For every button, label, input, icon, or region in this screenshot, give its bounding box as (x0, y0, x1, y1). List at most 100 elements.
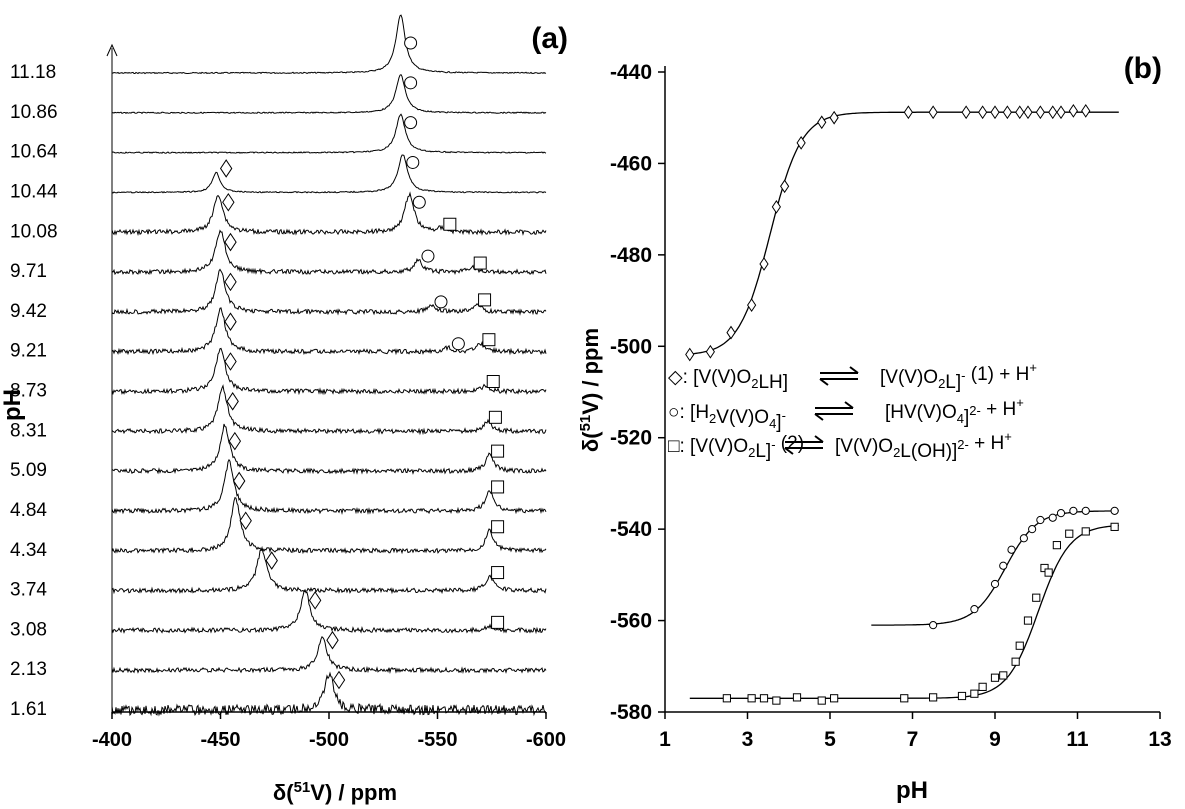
diamond-peak-marker (228, 431, 242, 451)
diamond-data-point (796, 135, 806, 150)
diamond-data-point (978, 105, 988, 120)
ph-trace-label: 9.21 (10, 341, 47, 362)
legend-entry-product: [V(V)O2L(OH)]2- + H+ (835, 429, 1012, 462)
ph-trace-label: 10.86 (10, 102, 58, 123)
square-peak-marker (488, 410, 502, 424)
panel-b-titration-curves: (b) 1 3 5 7 9 11 13-440-460-480-500-520-540-56… (577, 52, 1172, 804)
panel-b-x-tick-label: 7 (907, 728, 919, 751)
square-data-point (978, 682, 987, 691)
legend-entry-circle: ○: [H2V(V)O4]- (668, 402, 786, 433)
panel-a-y-label: pH (0, 389, 26, 421)
diamond-data-point (817, 115, 827, 130)
diamond-data-point (1015, 105, 1025, 120)
square-data-point (817, 696, 826, 705)
ph-trace-label: 9.42 (10, 301, 47, 322)
ph-trace-label: 8.73 (10, 381, 47, 402)
circle-data-point (1036, 515, 1045, 525)
spectrum-trace (111, 154, 547, 194)
panel-b-x-label: pH (896, 777, 928, 804)
spectrum-trace (111, 458, 547, 515)
ph-trace-label: 2.13 (10, 659, 47, 680)
circle-data-point (1069, 506, 1078, 515)
diamond-data-point (1081, 103, 1091, 118)
square-data-point (1044, 568, 1053, 577)
spectrum-trace (111, 384, 547, 436)
diamond-data-point (990, 105, 1000, 120)
circle-data-point (1048, 513, 1057, 522)
diamond-data-point (780, 179, 790, 194)
panel-b-y-tick-label: -460 (610, 152, 652, 175)
spectrum-trace (111, 229, 547, 276)
circle-data-point (1056, 509, 1066, 518)
square-data-point (830, 694, 839, 703)
diamond-peak-marker (232, 471, 246, 491)
panel-b-y-tick-label: -480 (610, 244, 652, 267)
panel-a-x-label: δ(51V) / ppm (273, 779, 397, 805)
legend-entry-product: [V(V)O2L]- (1) + H+ (880, 360, 1037, 393)
square-data-point (1023, 616, 1033, 625)
square-data-point (1081, 527, 1090, 536)
spectrum-trace (111, 113, 547, 154)
panel-a-markers (219, 36, 505, 690)
diamond-data-point (726, 325, 736, 340)
circle-data-point (970, 605, 979, 614)
square-peak-marker (478, 293, 492, 307)
square-data-point (1110, 522, 1119, 531)
square-peak-marker (491, 480, 505, 494)
panel-b-x-tick-label: 3 (742, 728, 754, 751)
diamond-peak-marker (224, 272, 237, 292)
square-data-point (1040, 563, 1049, 573)
panel-b-y-tick-label: -500 (610, 335, 652, 358)
circle-data-point (929, 621, 938, 630)
circle-data-point (1007, 545, 1016, 554)
diamond-data-point (1056, 105, 1066, 120)
panel-a-ticks: -400 -450 -500 -550 -600 (92, 712, 566, 751)
spectrum-trace (111, 268, 547, 316)
square-peak-marker (473, 256, 487, 270)
diamond-peak-marker (224, 312, 237, 331)
diamond-peak-marker (308, 591, 322, 610)
panel-b-x-tick-label: 11 (1066, 728, 1089, 751)
circle-data-point (1110, 506, 1119, 515)
equilibrium-arrow (784, 435, 824, 455)
diamond-fit-curve (689, 111, 1119, 355)
ph-trace-label: 3.74 (10, 580, 47, 601)
spectrum-trace (111, 423, 547, 475)
legend-entry-square: □: [V(V)O2L]- (2) (668, 433, 804, 462)
panel-b-x-tick-label: 13 (1148, 728, 1171, 751)
circle-peak-marker (404, 116, 418, 130)
square-peak-marker (491, 566, 505, 580)
ph-trace-label: 4.84 (10, 500, 47, 521)
spectrum-trace (111, 191, 547, 236)
panel-b-y-tick-label: -540 (610, 518, 652, 541)
square-data-point (990, 673, 1000, 682)
circle-peak-marker (451, 337, 465, 351)
spectrum-trace (111, 14, 547, 75)
panel-b-x-tick-label: 1 (659, 728, 671, 751)
diamond-data-point (1068, 103, 1078, 118)
square-peak-marker (491, 444, 505, 458)
panel-b-data-points (685, 103, 1119, 705)
panel-b-y-tick-label: -560 (610, 610, 652, 633)
square-data-point (772, 696, 781, 705)
circle-peak-marker (404, 76, 418, 90)
diamond-data-point (771, 199, 781, 214)
panel-b-legend: ◇: [V(V)O2LH] [V(V)O2L]- (1) + H+ ○: [H2V(… (668, 360, 1037, 462)
spectrum-trace (111, 307, 547, 356)
diamond-data-point (961, 105, 971, 120)
panel-b-ticks: 1 3 5 7 9 11 13-440-460-480-500-520-540-560-58… (610, 61, 1172, 751)
panel-a-x-tick-label: -400 (92, 729, 132, 751)
square-peak-marker (486, 375, 500, 388)
panel-a-x-tick-label: -500 (309, 729, 349, 751)
square-data-point (957, 691, 967, 701)
ph-trace-label: 11.18 (10, 62, 56, 83)
circle-data-point (999, 561, 1008, 570)
ph-trace-label: 4.34 (10, 540, 47, 561)
diamond-data-point (1048, 105, 1058, 120)
diamond-peak-marker (326, 630, 339, 650)
circle-peak-marker (434, 295, 448, 309)
diamond-peak-marker (219, 159, 233, 178)
diamond-data-point (759, 257, 769, 271)
panel-b-x-tick-label: 5 (824, 728, 836, 751)
